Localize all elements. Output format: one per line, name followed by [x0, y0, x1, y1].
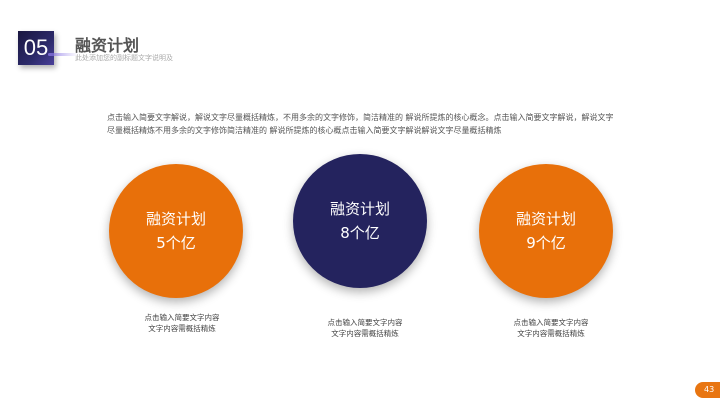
caption-3: 点击输入简要文字内容 文字内容需概括精炼 — [481, 317, 621, 339]
caption-line: 文字内容需概括精炼 — [517, 329, 585, 338]
plan-circle-1: 融资计划 5个亿 — [109, 164, 243, 298]
description-text: 点击输入简要文字解说，解说文字尽量概括精炼，不用多余的文字修饰，简洁精准的 解说… — [107, 113, 614, 135]
caption-line: 点击输入简要文字内容 — [327, 318, 403, 327]
circle-value: 9个亿 — [526, 234, 566, 252]
circle-title: 融资计划 — [329, 200, 390, 218]
page-subtitle: 此处添加您的副标题文字说明及 — [75, 54, 173, 62]
caption-line: 点击输入简要文字内容 — [513, 318, 589, 327]
section-number-badge: 05 — [18, 31, 54, 65]
plan-circle-3: 融资计划 9个亿 — [479, 164, 613, 298]
circle-value: 5个亿 — [156, 234, 196, 252]
caption-line: 文字内容需概括精炼 — [331, 329, 399, 338]
caption-line: 文字内容需概括精炼 — [148, 324, 216, 333]
page-number: 43 — [695, 382, 720, 398]
circle-value: 8个亿 — [340, 224, 380, 242]
circle-title: 融资计划 — [515, 210, 576, 228]
circle-title: 融资计划 — [145, 210, 206, 228]
decorative-streak — [48, 53, 78, 56]
page-title: 融资计划 — [75, 36, 140, 55]
caption-1: 点击输入简要文字内容 文字内容需概括精炼 — [112, 312, 252, 334]
caption-line: 点击输入简要文字内容 — [144, 313, 220, 322]
caption-2: 点击输入简要文字内容 文字内容需概括精炼 — [295, 317, 435, 339]
plan-circle-2: 融资计划 8个亿 — [293, 154, 427, 288]
